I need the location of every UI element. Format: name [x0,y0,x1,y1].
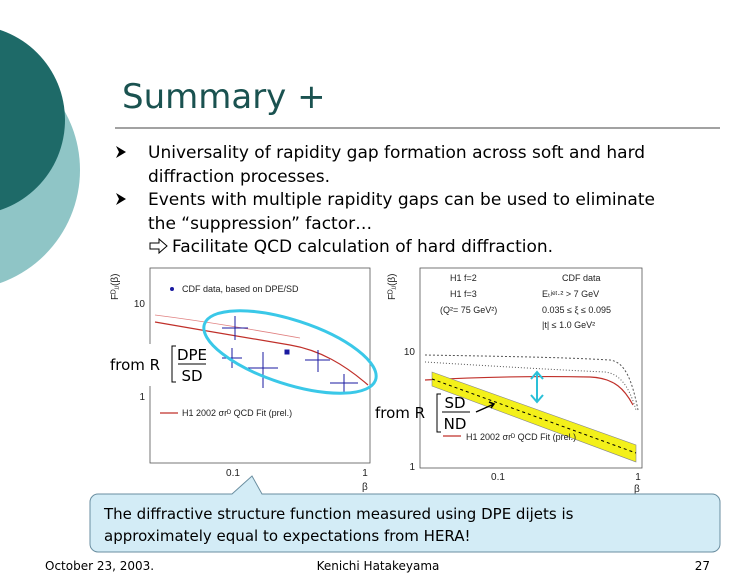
legend-text: H1 f=2 [450,273,477,283]
pointer-arrow [475,401,496,413]
legend-text: Eₜʲᵉᵗ·² > 7 GeV [542,289,599,299]
x-tick-label: 1 [635,472,641,483]
bullet-text: the “suppression” factor… [148,214,372,234]
fit-label: H1 2002 σrᴰ QCD Fit (prel.) [182,408,292,418]
ratio-numerator: SD [444,394,465,412]
bullet-marker [116,146,126,158]
legend-text: H1 f=3 [450,289,477,299]
footer-author: Kenichi Hatakeyama [317,559,440,573]
y-tick-label: 1 [139,392,145,403]
data-points [222,316,358,392]
highlight-ellipse [202,309,378,395]
fit-curve [424,376,634,406]
y-label: Fᴰⱼⱼ(β) [387,273,398,300]
ratio-denominator: ND [444,415,467,433]
bullet-text: Universality of rapidity gap formation a… [148,143,645,163]
x-tick-label: 0.1 [491,472,505,483]
legend-text: (Q²= 75 GeV²) [440,305,497,315]
legend-marker [170,287,174,291]
x-tick-label: 1 [362,468,368,479]
callout-text: The diffractive structure function measu… [103,505,574,523]
bracket [436,393,441,433]
footer-date: October 23, 2003. [45,559,154,573]
title: Summary + [122,77,326,117]
legend-text: |t| ≤ 1.0 GeV² [542,320,595,330]
left-plot: Fᴰⱼⱼ(β) 10 1 0.1 1 β CDF data, based on … [108,267,378,493]
h1-curve [424,354,639,411]
y-tick-label: 10 [134,299,146,310]
x-tick-label: 0.1 [226,468,240,479]
h1-curve [424,361,637,411]
legend-text: 0.035 ≤ ξ ≤ 0.095 [542,305,611,315]
bullet-marker [116,193,126,205]
fit-band [154,314,301,339]
ratio-prefix: from R [110,356,160,374]
fit-curve [154,321,369,386]
x-label: β [362,482,368,493]
plot-frame [419,267,643,469]
gap-arrow [530,370,544,404]
callout-box [89,475,721,553]
callout-text: approximately equal to expectations from… [104,527,471,545]
sub-bullet-arrow [149,237,168,255]
cdf-band [431,371,637,463]
ratio-denominator: SD [181,367,202,385]
legend-text: CDF data [562,273,601,283]
y-label: Fᴰⱼⱼ(β) [110,273,121,300]
ratio-numerator: DPE [177,346,207,364]
y-tick-label: 10 [404,347,416,358]
sub-bullet-text: Facilitate QCD calculation of hard diffr… [172,237,553,257]
right-plot: Fᴰⱼⱼ(β) 10 1 0.1 1 β H1 f=2 H1 f=3 (Q²= … [375,267,643,495]
deco-circle-dark [0,29,65,211]
fit-label: H1 2002 σrᴰ QCD Fit (prel.) [466,432,576,442]
footer-page: 27 [695,559,710,573]
bracket [171,345,176,383]
y-tick-label: 1 [409,462,415,473]
x-label: β [634,484,640,495]
bullet-text: Events with multiple rapidity gaps can b… [148,190,655,210]
ratio-prefix: from R [375,404,425,422]
cdf-points [431,378,637,454]
bullet-text: diffraction processes. [148,167,330,187]
legend-text: CDF data, based on DPE/SD [182,284,299,294]
ratio-bg [108,344,208,386]
